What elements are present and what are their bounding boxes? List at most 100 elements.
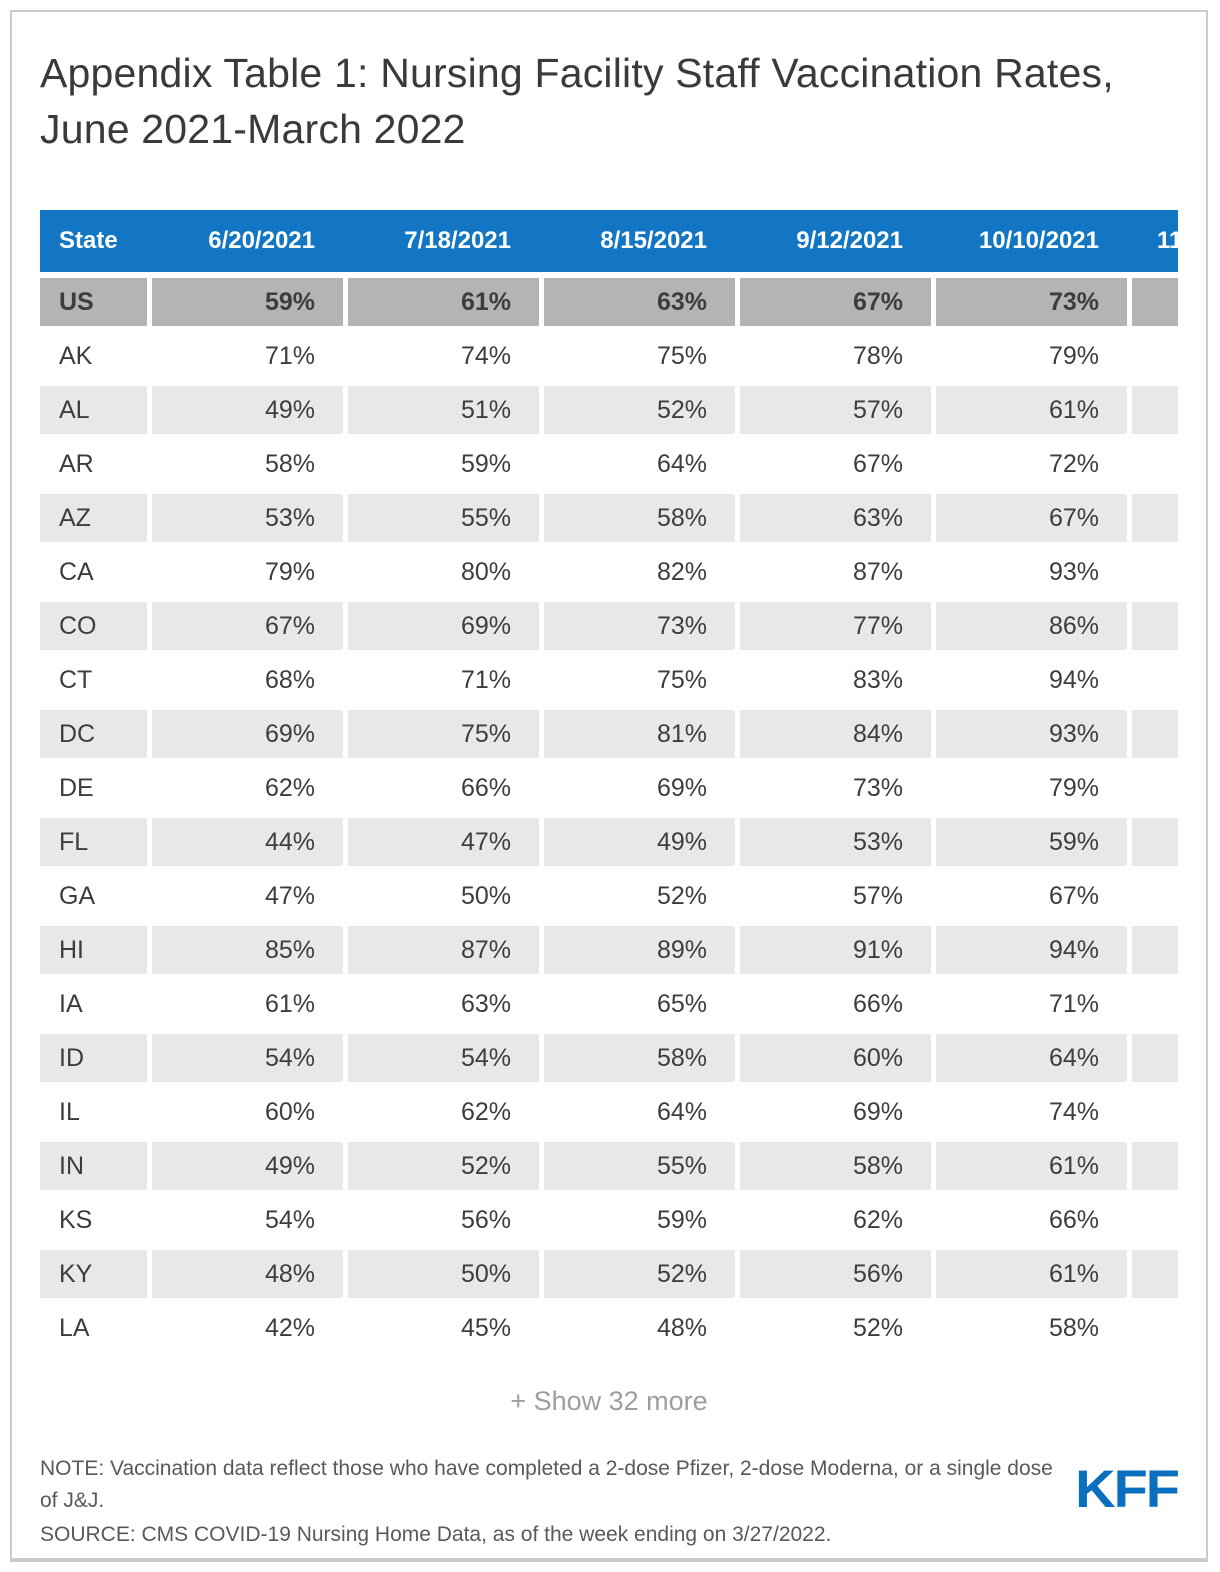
state-cell-GA: GA bbox=[59, 881, 96, 910]
value-cell: 52% bbox=[852, 1313, 903, 1342]
value-cell: 54% bbox=[348, 1034, 539, 1083]
value-cell: 93% bbox=[1048, 557, 1099, 586]
value-cell: 68% bbox=[264, 665, 315, 694]
value-cell: 56% bbox=[460, 1205, 511, 1234]
value-cell: 71% bbox=[1048, 989, 1099, 1018]
value-cell: 94% bbox=[936, 926, 1127, 975]
value-cell: 75% bbox=[656, 341, 707, 370]
value-cell bbox=[1132, 494, 1178, 543]
value-cell bbox=[1132, 1250, 1178, 1299]
table-row-ID: ID 54% 54% 58% 60% 64% bbox=[40, 1034, 1178, 1083]
footnotes: NOTE: Vaccination data reflect those who… bbox=[40, 1453, 1075, 1554]
value-cell bbox=[1132, 1196, 1178, 1244]
value-cell: 61% bbox=[936, 1142, 1127, 1191]
value-cell bbox=[1132, 872, 1178, 920]
table-row-IL: IL 60% 62% 64% 69% 74% bbox=[40, 1088, 1178, 1136]
value-cell: 62% bbox=[460, 1097, 511, 1126]
value-cell: 67% bbox=[852, 449, 903, 478]
table-row-AZ: AZ 53% 55% 58% 63% 67% bbox=[40, 494, 1178, 543]
value-cell bbox=[1132, 440, 1178, 488]
state-cell-KY: KY bbox=[40, 1250, 147, 1299]
value-cell: 63% bbox=[544, 278, 735, 327]
value-cell: 58% bbox=[740, 1142, 931, 1191]
value-cell: 42% bbox=[264, 1313, 315, 1342]
value-cell: 61% bbox=[264, 989, 315, 1018]
value-cell: 75% bbox=[348, 710, 539, 759]
table-row-CA: CA 79% 80% 82% 87% 93% bbox=[40, 548, 1178, 596]
state-cell-IN: IN bbox=[40, 1142, 147, 1191]
table-row-KS: KS 54% 56% 59% 62% 66% bbox=[40, 1196, 1178, 1244]
value-cell: 47% bbox=[348, 818, 539, 867]
state-cell-DE: DE bbox=[59, 773, 94, 802]
state-cell-KS: KS bbox=[59, 1205, 93, 1234]
column-header-11: 11 bbox=[1157, 227, 1178, 255]
value-cell: 81% bbox=[544, 710, 735, 759]
value-cell: 55% bbox=[544, 1142, 735, 1191]
table-row-GA: GA 47% 50% 52% 57% 67% bbox=[40, 872, 1178, 920]
value-cell bbox=[1132, 1304, 1178, 1352]
value-cell: 79% bbox=[1048, 341, 1099, 370]
value-cell: 51% bbox=[348, 386, 539, 435]
table-row-DE: DE 62% 66% 69% 73% 79% bbox=[40, 764, 1178, 812]
value-cell: 49% bbox=[152, 386, 343, 435]
value-cell: 82% bbox=[656, 557, 707, 586]
state-cell-AZ: AZ bbox=[40, 494, 147, 543]
value-cell: 59% bbox=[936, 818, 1127, 867]
state-cell-AR: AR bbox=[59, 449, 94, 478]
value-cell: 50% bbox=[460, 881, 511, 910]
state-cell-DC: DC bbox=[40, 710, 147, 759]
value-cell: 69% bbox=[852, 1097, 903, 1126]
value-cell: 77% bbox=[740, 602, 931, 651]
value-cell: 45% bbox=[460, 1313, 511, 1342]
value-cell: 83% bbox=[852, 665, 903, 694]
state-cell-IL: IL bbox=[59, 1097, 80, 1126]
value-cell: 63% bbox=[460, 989, 511, 1018]
value-cell: 71% bbox=[264, 341, 315, 370]
value-cell: 63% bbox=[740, 494, 931, 543]
value-cell: 69% bbox=[656, 773, 707, 802]
table-row-DC: DC 69% 75% 81% 84% 93% bbox=[40, 710, 1178, 759]
footer: NOTE: Vaccination data reflect those who… bbox=[40, 1453, 1180, 1554]
value-cell: 91% bbox=[740, 926, 931, 975]
value-cell: 85% bbox=[152, 926, 343, 975]
value-cell: 61% bbox=[936, 386, 1127, 435]
show-more-button[interactable]: + Show 32 more bbox=[510, 1386, 708, 1417]
value-cell: 49% bbox=[544, 818, 735, 867]
state-cell-US: US bbox=[40, 278, 147, 327]
value-cell: 61% bbox=[348, 278, 539, 327]
value-cell: 87% bbox=[852, 557, 903, 586]
value-cell bbox=[1132, 1034, 1178, 1083]
value-cell: 73% bbox=[852, 773, 903, 802]
value-cell: 59% bbox=[152, 278, 343, 327]
source-text: SOURCE: CMS COVID-19 Nursing Home Data, … bbox=[40, 1523, 832, 1547]
column-header-7-18-2021: 7/18/2021 bbox=[404, 227, 511, 255]
value-cell: 56% bbox=[740, 1250, 931, 1299]
table-row-AK: AK 71% 74% 75% 78% 79% bbox=[40, 332, 1178, 380]
value-cell: 79% bbox=[1048, 773, 1099, 802]
value-cell: 53% bbox=[740, 818, 931, 867]
value-cell: 72% bbox=[1048, 449, 1099, 478]
value-cell: 54% bbox=[152, 1034, 343, 1083]
value-cell: 69% bbox=[348, 602, 539, 651]
value-cell: 59% bbox=[656, 1205, 707, 1234]
value-cell: 53% bbox=[152, 494, 343, 543]
value-cell: 84% bbox=[740, 710, 931, 759]
table-row-IN: IN 49% 52% 55% 58% 61% bbox=[40, 1142, 1178, 1191]
value-cell bbox=[1132, 656, 1178, 704]
value-cell: 48% bbox=[656, 1313, 707, 1342]
column-header-state: State bbox=[59, 227, 118, 255]
value-cell: 80% bbox=[460, 557, 511, 586]
table-row-AL: AL 49% 51% 52% 57% 61% bbox=[40, 386, 1178, 435]
kff-logo: KFF bbox=[1075, 1458, 1180, 1519]
column-header-6-20-2021: 6/20/2021 bbox=[208, 227, 315, 255]
note-text: NOTE: Vaccination data reflect those who… bbox=[40, 1457, 1053, 1512]
table-row-CO: CO 67% 69% 73% 77% 86% bbox=[40, 602, 1178, 651]
value-cell: 67% bbox=[1048, 881, 1099, 910]
table-row-HI: HI 85% 87% 89% 91% 94% bbox=[40, 926, 1178, 975]
value-cell: 57% bbox=[852, 881, 903, 910]
value-cell: 58% bbox=[544, 494, 735, 543]
table-header-row: State 6/20/2021 7/18/2021 8/15/2021 9/12/202… bbox=[40, 210, 1178, 273]
state-cell-AL: AL bbox=[40, 386, 147, 435]
page-frame: Appendix Table 1: Nursing Facility Staff… bbox=[10, 10, 1208, 1562]
value-cell: 59% bbox=[460, 449, 511, 478]
